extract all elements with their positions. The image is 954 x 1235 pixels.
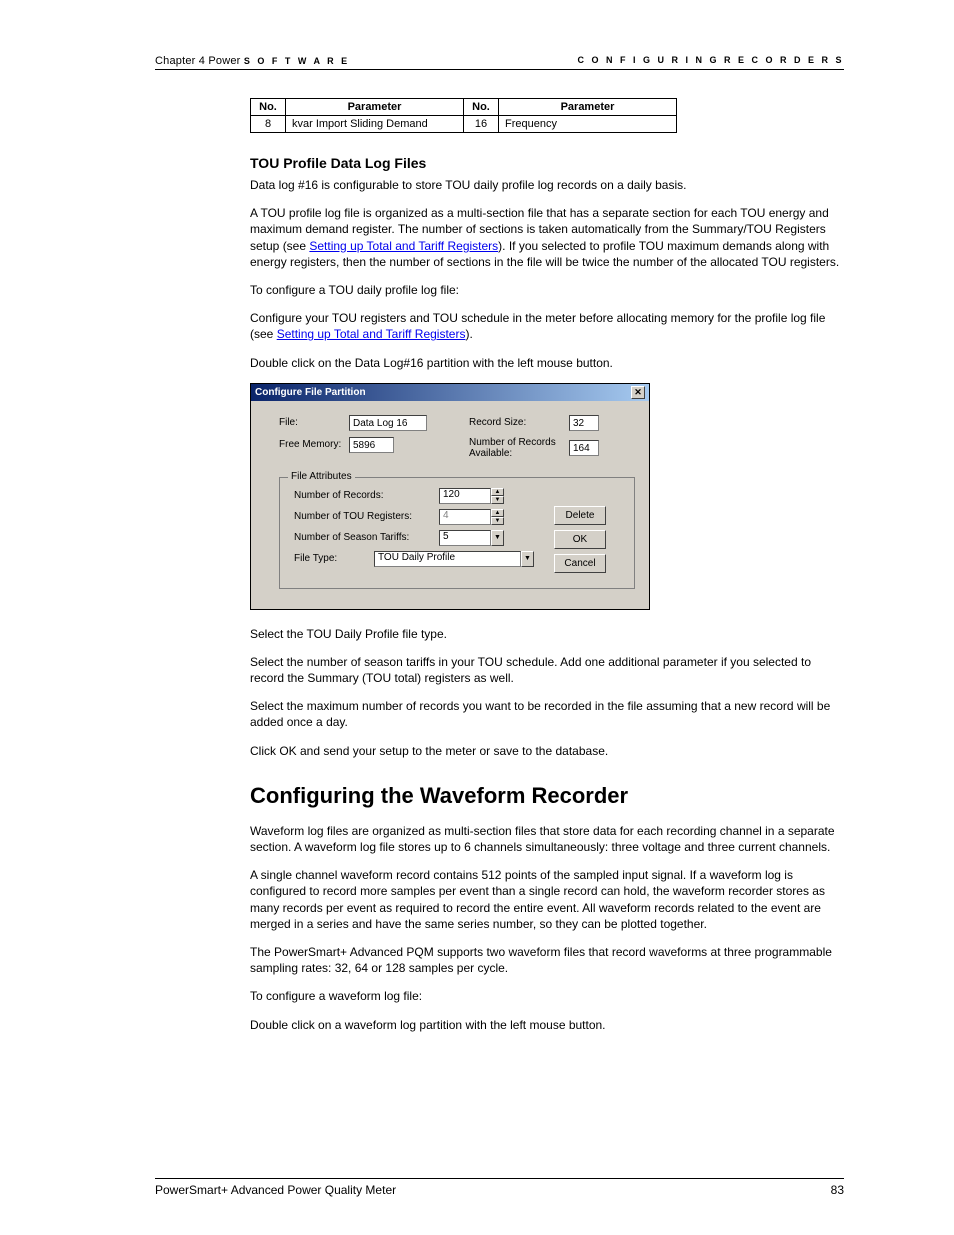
num-records-avail-label: Number of Records Available: (469, 437, 569, 459)
pd-p4: Click OK and send your setup to the mete… (250, 743, 844, 759)
record-size-label: Record Size: (469, 417, 569, 428)
pd-p1: Select the TOU Daily Profile file type. (250, 626, 844, 642)
th-no-1: No. (251, 99, 286, 116)
dialog-title: Configure File Partition (255, 387, 366, 398)
num-tou-stepper: 4 ▲ ▼ (439, 509, 504, 525)
cancel-button[interactable]: Cancel (554, 554, 606, 573)
page-header: Chapter 4 Power S O F T W A R E C O N F … (155, 55, 844, 70)
chevron-down-icon[interactable]: ▼ (491, 530, 504, 546)
page-number: 83 (831, 1183, 844, 1197)
file-type-input[interactable]: TOU Daily Profile (374, 551, 521, 567)
free-memory-label: Free Memory: (279, 439, 349, 450)
spin-down-icon: ▼ (491, 517, 504, 525)
td-no-1: 8 (251, 116, 286, 133)
pd-p3: Select the maximum number of records you… (250, 698, 844, 730)
s2-p5: Double click on a waveform log partition… (250, 1017, 844, 1033)
s1-p1: Data log #16 is configurable to store TO… (250, 177, 844, 193)
num-tou-input: 4 (439, 509, 491, 525)
tou-heading: TOU Profile Data Log Files (250, 155, 844, 171)
free-memory-field: 5896 (349, 437, 394, 453)
th-param-1: Parameter (286, 99, 464, 116)
page-footer: PowerSmart+ Advanced Power Quality Meter… (155, 1178, 844, 1197)
link-registers-2[interactable]: Setting up Total and Tariff Registers (277, 327, 466, 341)
chevron-down-icon[interactable]: ▼ (521, 551, 534, 567)
file-label: File: (279, 417, 349, 428)
record-size-field: 32 (569, 415, 599, 431)
num-records-label: Number of Records: (294, 490, 439, 501)
th-no-2: No. (464, 99, 499, 116)
footer-title: PowerSmart+ Advanced Power Quality Meter (155, 1183, 396, 1197)
header-section: C O N F I G U R I N G R E C O R D E R S (577, 55, 844, 67)
spin-down-icon[interactable]: ▼ (491, 496, 504, 504)
configure-file-partition-dialog: Configure File Partition ✕ File: Data Lo… (250, 383, 650, 610)
s1-p4: Configure your TOU registers and TOU sch… (250, 310, 844, 342)
td-param-2: Frequency (499, 116, 677, 133)
pd-p2: Select the number of season tariffs in y… (250, 654, 844, 686)
link-registers-1[interactable]: Setting up Total and Tariff Registers (309, 239, 498, 253)
num-records-input[interactable]: 120 (439, 488, 491, 504)
s1-p3: To configure a TOU daily profile log fil… (250, 282, 844, 298)
s1-p4b: ). (465, 327, 472, 341)
s2-p3: The PowerSmart+ Advanced PQM supports tw… (250, 944, 844, 976)
waveform-heading: Configuring the Waveform Recorder (250, 783, 844, 809)
num-records-stepper[interactable]: 120 ▲ ▼ (439, 488, 504, 504)
header-software: S O F T W A R E (244, 56, 350, 66)
s1-p2: A TOU profile log file is organized as a… (250, 205, 844, 270)
file-attributes-fieldset: File Attributes Number of Records: 120 ▲… (279, 477, 635, 589)
file-type-dropdown[interactable]: TOU Daily Profile ▼ (374, 551, 534, 567)
s2-p4: To configure a waveform log file: (250, 988, 844, 1004)
close-icon[interactable]: ✕ (631, 386, 645, 399)
num-tariffs-input[interactable]: 5 (439, 530, 491, 546)
th-param-2: Parameter (499, 99, 677, 116)
s1-p5: Double click on the Data Log#16 partitio… (250, 355, 844, 371)
num-tou-label: Number of TOU Registers: (294, 511, 439, 522)
spin-up-icon: ▲ (491, 509, 504, 517)
s2-p1: Waveform log files are organized as mult… (250, 823, 844, 855)
td-no-2: 16 (464, 116, 499, 133)
file-type-label: File Type: (294, 553, 374, 564)
dialog-titlebar: Configure File Partition ✕ (251, 384, 649, 401)
header-chapter: Chapter 4 Power (155, 55, 241, 67)
num-records-avail-field: 164 (569, 440, 599, 456)
spin-up-icon[interactable]: ▲ (491, 488, 504, 496)
ok-button[interactable]: OK (554, 530, 606, 549)
num-tariffs-label: Number of Season Tariffs: (294, 532, 439, 543)
s2-p2: A single channel waveform record contain… (250, 867, 844, 932)
num-tariffs-dropdown[interactable]: 5 ▼ (439, 530, 504, 546)
fieldset-legend: File Attributes (288, 471, 355, 482)
file-field: Data Log 16 (349, 415, 427, 431)
parameter-table: No. Parameter No. Parameter 8 kvar Impor… (250, 98, 677, 133)
delete-button[interactable]: Delete (554, 506, 606, 525)
td-param-1: kvar Import Sliding Demand (286, 116, 464, 133)
